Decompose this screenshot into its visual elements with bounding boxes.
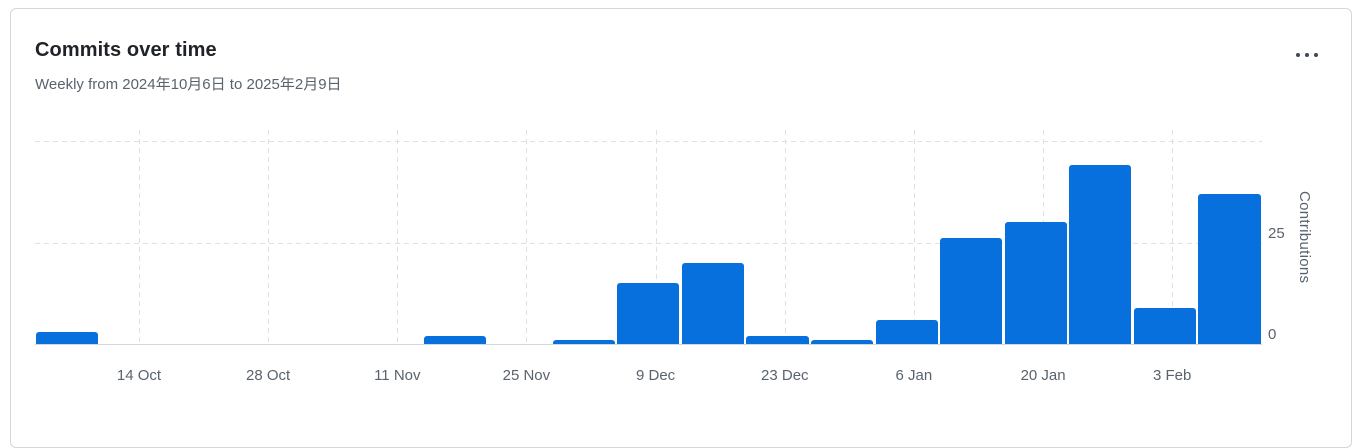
card-menu-button[interactable] — [1289, 41, 1325, 69]
page: Commits over time Weekly from 2024年10月6日… — [10, 8, 1352, 448]
commits-over-time-card: Commits over time Weekly from 2024年10月6日… — [10, 8, 1352, 448]
bar-dec-1[interactable] — [552, 339, 615, 344]
bar-jan-5[interactable] — [875, 319, 938, 344]
bar-jan-19[interactable] — [1004, 222, 1067, 344]
card-subtitle: Weekly from 2024年10月6日 to 2025年2月9日 — [35, 76, 342, 93]
card-title: Commits over time — [35, 39, 217, 61]
bar-feb-9[interactable] — [1198, 193, 1261, 344]
bar-dec-22[interactable] — [746, 335, 809, 344]
bar-dec-8[interactable] — [617, 283, 680, 344]
bar-nov-17[interactable] — [423, 335, 486, 344]
bar-jan-26[interactable] — [1069, 165, 1132, 344]
bar-jan-12[interactable] — [940, 238, 1003, 344]
kebab-horizontal-icon — [1296, 53, 1318, 57]
bar-dec-29[interactable] — [810, 339, 874, 344]
bar-feb-2[interactable] — [1133, 307, 1196, 344]
bar-dec-15[interactable] — [681, 262, 744, 344]
bar-oct-6[interactable] — [36, 331, 99, 344]
